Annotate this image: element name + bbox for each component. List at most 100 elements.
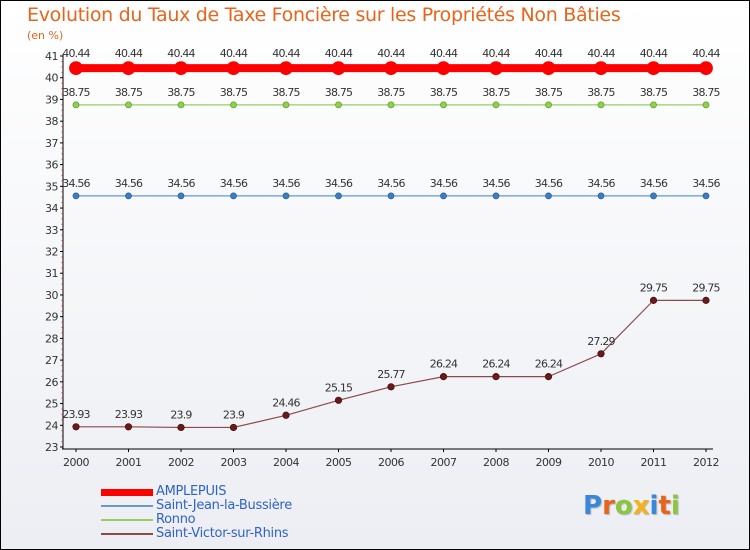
data-label-saint-jean-la-bussiere: 34.56 (325, 177, 353, 190)
data-label-amplepuis: 40.44 (587, 47, 615, 60)
data-label-saint-jean-la-bussiere: 34.56 (62, 177, 90, 190)
data-point-saint-jean-la-bussiere (650, 192, 657, 200)
data-point-amplepuis (489, 61, 503, 76)
data-label-ronno: 38.75 (62, 86, 90, 99)
x-tick-label: 2008 (483, 456, 509, 469)
legend-swatch-amplepuis (101, 488, 153, 496)
y-tick-label: 36 (45, 159, 58, 172)
data-point-ronno (230, 101, 237, 109)
data-point-amplepuis (436, 61, 451, 76)
y-tick-label: 33 (45, 224, 58, 237)
data-point-ronno (440, 101, 447, 109)
data-label-amplepuis: 40.44 (377, 47, 405, 60)
data-point-saint-victor-sur-rhins (649, 296, 658, 304)
x-tick-label: 2002 (168, 456, 194, 469)
data-point-saint-jean-la-bussiere (335, 192, 342, 200)
data-label-amplepuis: 40.44 (325, 47, 353, 60)
chart-axes (62, 54, 713, 450)
data-point-amplepuis (541, 61, 556, 76)
data-label-amplepuis: 40.44 (482, 47, 510, 60)
logo-letter: P (583, 491, 603, 521)
data-point-amplepuis (121, 61, 136, 76)
proxiti-logo: Proxiti (583, 491, 680, 521)
legend-item-amplepuis: AMPLEPUIS (101, 485, 292, 499)
legend-item-saint-jean-la-bussiere: Saint-Jean-la-Bussière (101, 499, 292, 513)
data-label-saint-victor-sur-rhins: 24.46 (272, 396, 300, 409)
y-tick-label: 37 (45, 137, 58, 150)
y-tick-label: 41 (45, 50, 58, 63)
x-tick-label: 2003 (221, 456, 247, 469)
data-label-saint-jean-la-bussiere: 34.56 (535, 177, 563, 190)
legend-item-ronno: Ronno (101, 513, 292, 527)
logo-letter: i (649, 491, 659, 521)
logo-letter: x (632, 491, 650, 521)
data-label-saint-jean-la-bussiere: 34.56 (587, 177, 615, 190)
data-point-saint-victor-sur-rhins (177, 423, 185, 432)
data-point-saint-victor-sur-rhins (229, 423, 238, 432)
y-tick-label: 38 (45, 115, 58, 128)
data-label-saint-victor-sur-rhins: 29.75 (692, 281, 720, 294)
data-point-ronno (72, 101, 80, 109)
x-tick-label: 2012 (693, 456, 719, 469)
logo-letter: r (602, 491, 615, 521)
data-point-saint-victor-sur-rhins (439, 373, 448, 381)
y-tick-label: 34 (45, 202, 58, 215)
x-tick-label: 2001 (116, 456, 142, 469)
data-point-ronno (702, 101, 710, 109)
data-point-saint-jean-la-bussiere (702, 192, 710, 200)
data-label-saint-victor-sur-rhins: 27.29 (587, 335, 615, 348)
chart-title: Evolution du Taux de Taxe Foncière sur l… (27, 4, 621, 26)
y-tick-label: 30 (45, 289, 58, 302)
y-tick-label: 31 (45, 267, 58, 280)
data-point-amplepuis (384, 61, 398, 76)
data-point-ronno (282, 101, 290, 109)
y-tick-label: 24 (45, 419, 58, 432)
data-label-saint-jean-la-bussiere: 34.56 (167, 177, 195, 190)
x-tick-label: 2006 (378, 456, 404, 469)
chart-subtitle: (en %) (27, 29, 64, 42)
data-point-saint-victor-sur-rhins (334, 396, 343, 404)
data-label-ronno: 38.75 (535, 86, 563, 99)
data-label-amplepuis: 40.44 (535, 47, 563, 60)
data-point-saint-victor-sur-rhins (544, 373, 553, 381)
data-point-saint-jean-la-bussiere (387, 192, 395, 200)
data-label-saint-jean-la-bussiere: 34.56 (272, 177, 300, 190)
data-label-ronno: 38.75 (272, 86, 300, 99)
data-label-saint-victor-sur-rhins: 29.75 (640, 281, 668, 294)
data-point-amplepuis (331, 61, 346, 76)
data-point-ronno (492, 101, 500, 109)
data-point-saint-victor-sur-rhins (72, 423, 80, 431)
data-point-saint-jean-la-bussiere (545, 192, 552, 200)
data-label-amplepuis: 40.44 (272, 47, 300, 60)
data-point-saint-jean-la-bussiere (440, 192, 447, 200)
y-tick-label: 28 (45, 332, 58, 345)
legend-label-ronno: Ronno (156, 512, 196, 527)
data-point-ronno (545, 101, 552, 109)
data-point-amplepuis (279, 61, 293, 76)
data-point-saint-victor-sur-rhins (124, 423, 133, 431)
data-point-saint-victor-sur-rhins (702, 296, 710, 304)
data-label-amplepuis: 40.44 (640, 47, 668, 60)
data-labels: 34.56 34.56 34.56 34.56 34.56 34.56 34.56 34.56… (62, 47, 721, 421)
legend-label-amplepuis: AMPLEPUIS (156, 484, 227, 499)
data-point-saint-jean-la-bussiere (597, 192, 605, 200)
data-label-saint-jean-la-bussiere: 34.56 (692, 177, 720, 190)
data-point-amplepuis (226, 61, 241, 76)
y-tick-label: 32 (45, 246, 58, 259)
x-tick-label: 2009 (536, 456, 562, 469)
data-label-saint-victor-sur-rhins: 26.24 (482, 358, 510, 371)
data-label-saint-victor-sur-rhins: 26.24 (535, 358, 563, 371)
data-point-amplepuis (69, 61, 83, 76)
y-tick-label: 35 (45, 180, 58, 193)
data-point-saint-jean-la-bussiere (177, 192, 185, 200)
logo-letter: i (670, 491, 680, 521)
logo-letter: o (614, 491, 633, 521)
y-tick-label: 25 (45, 398, 58, 411)
data-label-ronno: 38.75 (325, 86, 353, 99)
data-point-amplepuis (699, 61, 713, 76)
data-label-amplepuis: 40.44 (692, 47, 720, 60)
data-point-saint-victor-sur-rhins (387, 383, 395, 391)
x-tick-label: 2007 (431, 456, 457, 469)
